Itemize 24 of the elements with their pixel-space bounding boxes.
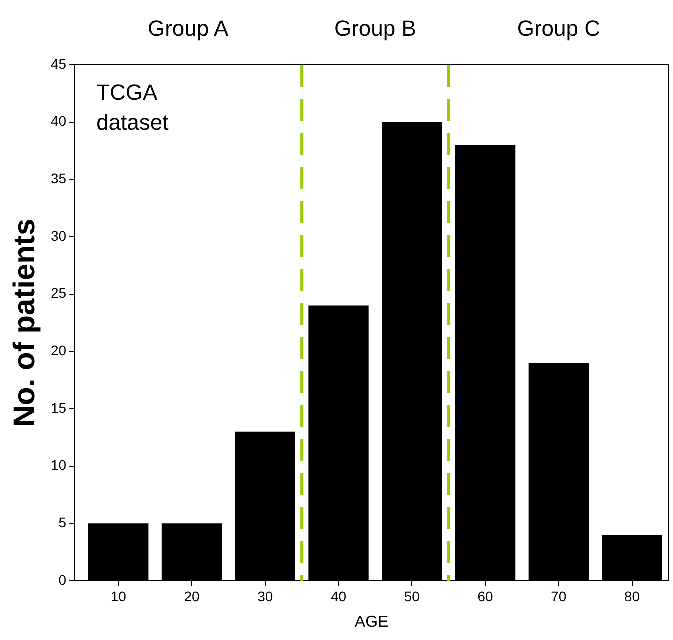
x-tick-label: 60	[478, 588, 494, 604]
y-tick-label: 35	[50, 170, 67, 187]
y-tick-label: 0	[58, 572, 67, 588]
y-tick-label: 25	[50, 285, 67, 302]
annotation: TCGA dataset	[96, 80, 169, 135]
x-tick-label: 10	[110, 588, 127, 604]
text: Group B	[334, 16, 416, 41]
y-tick-label: 20	[50, 342, 67, 359]
x-tick-label: 20	[184, 588, 200, 604]
x-tick-label: 30	[258, 588, 274, 604]
y-tick-label: 45	[50, 56, 67, 72]
x-tick-label: 80	[624, 588, 640, 604]
text: Group A	[148, 16, 230, 41]
y-tick-label: 15	[50, 400, 67, 416]
text: Group C	[517, 16, 601, 41]
x-tick-label: 70	[551, 588, 567, 604]
y-tick-label: 10	[50, 457, 67, 474]
x-tick-label: 50	[404, 588, 420, 604]
x-tick-label: 40	[330, 588, 347, 604]
y-tick-label: 30	[50, 228, 67, 244]
y-axis-title: No. of patients	[8, 218, 42, 428]
x-axis-title: AGE	[354, 614, 389, 631]
y-tick-label: 5	[58, 514, 67, 531]
y-tick-label: 40	[50, 113, 67, 130]
